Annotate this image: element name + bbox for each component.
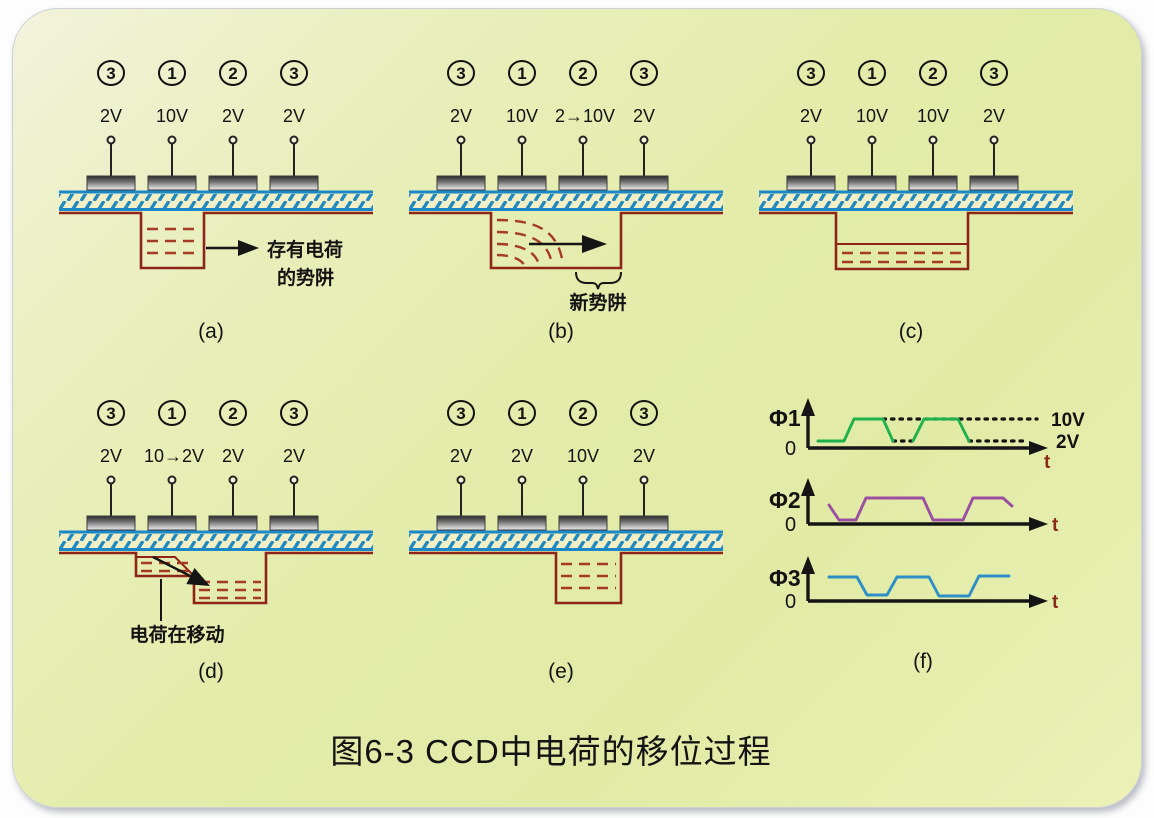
voltage-label: 2V: [283, 106, 305, 126]
ccd-diagram-b: 3 1 2 3 2V 10V 2→10V 2V 新势阱 (b): [407, 60, 725, 343]
figure-title: 图6-3 CCD中电荷的移位过程: [330, 733, 772, 770]
potential-well: [59, 211, 373, 270]
panel-caption: (a): [198, 320, 224, 343]
ccd-diagram-d: 3 1 2 3 2V 10→2V 2V 2V 电荷在移动 (d): [57, 400, 375, 683]
electrode-stack: [757, 135, 1075, 211]
panel-caption: (d): [198, 660, 224, 683]
panel-c: 3 1 2 3 2V 10V 10V 2V (c): [741, 41, 1091, 351]
phase-number: 2: [578, 404, 587, 423]
phase-number: 3: [456, 404, 465, 423]
phase-number: 3: [456, 64, 465, 83]
phase-number: 2: [228, 404, 237, 423]
well-annotation: 的势阱: [277, 266, 334, 289]
clock-waveforms: Φ1 0 t 10V 2V Φ2 0 t Φ3 0 t: [769, 398, 1085, 673]
potential-well: [409, 211, 723, 270]
ccd-diagram-c: 3 1 2 3 2V 10V 10V 2V (c): [757, 60, 1075, 343]
electrode-stack: [57, 135, 375, 211]
voltage-label: 2V: [222, 106, 244, 126]
waveform-axis-phi1: Φ1 0 t 10V 2V: [769, 398, 1085, 473]
axis-label: Φ3: [769, 565, 801, 591]
phase-number: 3: [989, 64, 998, 83]
voltage-label: 10V: [856, 106, 888, 126]
figure-card: 3 1 2 3 2V 10V 2V 2V 存有电荷 的势阱 (a) 3 1 2 …: [12, 8, 1142, 808]
phase-number: 3: [639, 404, 648, 423]
voltage-label: 2V: [100, 106, 122, 126]
voltage-label: 10V: [567, 446, 599, 466]
voltage-label: 10V: [917, 106, 949, 126]
voltage-label: 2V: [800, 106, 822, 126]
voltage-label: 2V: [100, 446, 122, 466]
panel-f: Φ1 0 t 10V 2V Φ2 0 t Φ3 0 t: [761, 386, 1151, 686]
electrode-stack: [57, 475, 375, 551]
voltage-label: 2V: [222, 446, 244, 466]
phase-number: 1: [867, 64, 876, 83]
charge-arrow-icon: [152, 555, 211, 587]
phase-number: 1: [167, 404, 176, 423]
phase-number: 1: [167, 64, 176, 83]
high-level-label: 10V: [1051, 410, 1085, 431]
panel-b: 3 1 2 3 2V 10V 2→10V 2V 新势阱 (b): [391, 41, 741, 351]
waveform-phi1: [911, 417, 971, 443]
charge-arrow-icon: [529, 235, 607, 253]
ccd-diagram-a: 3 1 2 3 2V 10V 2V 2V 存有电荷 的势阱 (a): [57, 60, 375, 343]
panel-caption: (c): [899, 320, 924, 343]
voltage-label: 2V: [450, 106, 472, 126]
axis-label: Φ2: [769, 487, 801, 513]
well-annotation: 新势阱: [569, 291, 626, 314]
electrode-stack: [407, 135, 725, 211]
axis-label: Φ1: [769, 405, 801, 431]
panel-a: 3 1 2 3 2V 10V 2V 2V 存有电荷 的势阱 (a): [41, 41, 391, 351]
waveform-axis-phi2: Φ2 0 t: [769, 478, 1059, 536]
charge-arrow-icon: [206, 240, 259, 256]
potential-well: [409, 551, 723, 605]
brace: [575, 271, 622, 290]
panel-caption: (b): [548, 320, 574, 343]
well-annotation: 存有电荷: [267, 238, 343, 261]
voltage-label: 2V: [633, 446, 655, 466]
panel-caption: (f): [913, 650, 933, 673]
voltage-label: 2→10V: [555, 106, 615, 126]
phase-number: 3: [639, 64, 648, 83]
phase-number: 3: [289, 64, 298, 83]
potential-well: [759, 211, 1073, 271]
phase-number: 3: [806, 64, 815, 83]
phase-number: 3: [106, 404, 115, 423]
panel-e: 3 1 2 3 2V 2V 10V 2V (e): [391, 381, 741, 691]
axis-origin: 0: [785, 591, 796, 613]
axis-origin: 0: [785, 438, 796, 460]
waveform-phi2: [827, 496, 1014, 522]
voltage-label: 2V: [450, 446, 472, 466]
axis-time-label: t: [1044, 452, 1051, 473]
electrode-stack: [407, 475, 725, 551]
axis-origin: 0: [785, 514, 796, 536]
waveform-axis-phi3: Φ3 0 t: [769, 556, 1059, 613]
voltage-label: 2V: [633, 106, 655, 126]
low-level-label: 2V: [1056, 432, 1080, 453]
voltage-label: 2V: [983, 106, 1005, 126]
phase-number: 2: [928, 64, 937, 83]
ccd-diagram-e: 3 1 2 3 2V 2V 10V 2V (e): [407, 400, 725, 683]
voltage-label: 10→2V: [144, 446, 204, 466]
voltage-label: 2V: [283, 446, 305, 466]
voltage-label: 10V: [156, 106, 188, 126]
panel-caption: (e): [548, 660, 574, 683]
axis-time-label: t: [1052, 515, 1059, 536]
phase-number: 1: [517, 64, 526, 83]
voltage-label: 10V: [506, 106, 538, 126]
voltage-label: 2V: [511, 446, 533, 466]
waveform-phi1: [816, 417, 895, 443]
panel-d: 3 1 2 3 2V 10→2V 2V 2V 电荷在移动 (d): [41, 381, 391, 691]
potential-well: [59, 551, 373, 605]
phase-number: 3: [106, 64, 115, 83]
phase-number: 2: [578, 64, 587, 83]
phase-number: 3: [289, 404, 298, 423]
well-annotation: 电荷在移动: [129, 623, 224, 646]
phase-number: 2: [228, 64, 237, 83]
axis-time-label: t: [1052, 592, 1059, 613]
phase-number: 1: [517, 404, 526, 423]
waveform-phi3: [827, 574, 1011, 598]
